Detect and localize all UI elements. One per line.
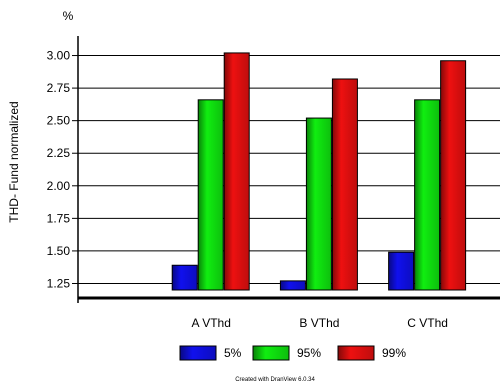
y-tick-label: 3.00 bbox=[47, 49, 71, 63]
bar bbox=[171, 264, 198, 291]
legend-label: 99% bbox=[382, 346, 406, 360]
legend-swatch bbox=[179, 345, 217, 361]
y-tick-labels: 1.25 1.50 1.75 2.00 2.25 2.50 2.75 3.00 bbox=[47, 49, 71, 291]
bar bbox=[279, 280, 306, 291]
legend-label: 5% bbox=[224, 346, 242, 360]
y-tick-label: 2.75 bbox=[47, 81, 71, 95]
y-tick-label: 1.25 bbox=[47, 276, 71, 290]
y-unit-label: % bbox=[63, 9, 74, 23]
axes bbox=[77, 36, 500, 303]
legend: 5% 95% 99% bbox=[179, 345, 406, 361]
bar bbox=[331, 78, 358, 291]
y-tick-label: 1.75 bbox=[47, 211, 71, 225]
x-tick-label: B VThd bbox=[299, 316, 339, 330]
y-tick-label: 1.50 bbox=[47, 244, 71, 258]
y-axis-title: THD- Fund normalized bbox=[7, 101, 21, 222]
bar bbox=[305, 117, 332, 291]
y-tick-label: 2.25 bbox=[47, 146, 71, 160]
credit-text: Created with DranView 6.0.34 bbox=[235, 377, 315, 383]
x-tick-label: C VThd bbox=[407, 316, 448, 330]
bar bbox=[440, 60, 467, 291]
y-tick-label: 2.00 bbox=[47, 179, 71, 193]
bar bbox=[388, 251, 415, 291]
legend-swatch bbox=[337, 345, 375, 361]
legend-label: 95% bbox=[297, 346, 321, 360]
x-tick-label: A VThd bbox=[192, 316, 231, 330]
gridlines bbox=[72, 55, 500, 284]
bar bbox=[414, 99, 441, 291]
y-tick-label: 2.50 bbox=[47, 114, 71, 128]
bar bbox=[197, 99, 224, 291]
legend-swatch bbox=[252, 345, 290, 361]
x-tick-labels: A VThd B VThd C VThd bbox=[192, 316, 448, 330]
bars bbox=[171, 52, 467, 291]
bar bbox=[223, 52, 250, 291]
